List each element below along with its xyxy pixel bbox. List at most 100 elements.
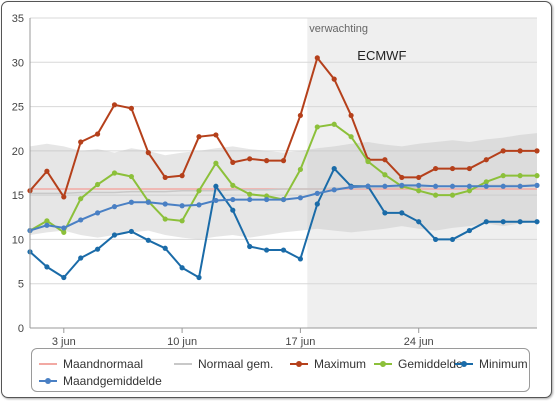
point-maandgemiddelde <box>196 202 202 208</box>
point-minimum <box>517 219 523 225</box>
legend-label-maximum: Maximum <box>314 357 367 371</box>
forecast-label: verwachting <box>309 23 368 35</box>
point-maximum <box>534 148 540 154</box>
point-gemiddelde <box>348 134 354 140</box>
point-maandgemiddelde <box>179 203 185 209</box>
point-gemiddelde <box>517 173 523 179</box>
point-gemiddelde <box>483 179 489 185</box>
point-gemiddelde <box>449 192 456 198</box>
point-gemiddelde <box>247 191 253 197</box>
point-maximum <box>179 173 185 179</box>
point-minimum <box>466 227 472 234</box>
point-maandgemiddelde <box>483 183 489 189</box>
point-gemiddelde <box>331 121 337 127</box>
legend-label-minimum: Minimum <box>479 357 528 371</box>
point-maandgemiddelde <box>128 199 134 205</box>
point-maandgemiddelde <box>517 183 523 189</box>
point-maximum <box>517 148 523 154</box>
point-minimum <box>128 228 134 235</box>
point-maandgemiddelde <box>500 183 506 189</box>
point-gemiddelde <box>230 182 236 188</box>
point-maandgemiddelde <box>534 182 540 188</box>
point-maandgemiddelde <box>162 201 168 207</box>
point-gemiddelde <box>416 188 422 194</box>
point-gemiddelde <box>128 173 134 180</box>
point-maximum <box>61 194 67 200</box>
legend: Maandnormaal Normaal gem. Maximum Gemidd… <box>31 348 530 392</box>
point-minimum <box>500 219 506 225</box>
legend-item-normaal-gem[interactable]: Normaal gem. <box>172 356 273 372</box>
point-maximum <box>466 165 472 172</box>
point-maximum <box>297 112 303 119</box>
point-minimum <box>483 219 489 225</box>
point-gemiddelde <box>61 229 67 235</box>
point-minimum <box>297 256 303 262</box>
legend-label-gemiddelde: Gemiddelde <box>398 357 463 371</box>
y-tick-label: 35 <box>12 13 24 25</box>
legend-item-maandgemiddelde[interactable]: Maandgemiddelde <box>37 373 162 389</box>
legend-symbol-maandgemiddelde <box>39 378 57 384</box>
legend-marker <box>45 378 51 384</box>
normal-range-band <box>30 133 537 240</box>
point-maximum <box>78 139 84 145</box>
point-maandgemiddelde <box>348 184 354 190</box>
point-minimum <box>449 236 456 243</box>
point-minimum <box>382 210 388 216</box>
point-maandgemiddelde <box>280 196 287 203</box>
point-gemiddelde <box>162 216 168 222</box>
point-maximum <box>416 174 422 181</box>
point-minimum <box>331 165 337 172</box>
point-maximum <box>213 132 219 138</box>
point-maximum <box>95 131 101 137</box>
forecast-region <box>307 18 537 328</box>
point-maximum <box>500 148 506 154</box>
point-maandgemiddelde <box>247 196 253 203</box>
point-maximum <box>145 150 151 156</box>
point-minimum <box>95 246 101 252</box>
point-gemiddelde <box>314 124 320 130</box>
point-minimum <box>264 247 270 253</box>
legend-item-minimum[interactable]: Minimum <box>453 356 528 372</box>
point-maximum <box>128 105 134 111</box>
point-minimum <box>280 247 287 253</box>
legend-label-normaal-gem: Normaal gem. <box>198 357 274 371</box>
point-minimum <box>162 245 168 251</box>
point-maandgemiddelde <box>95 210 101 216</box>
point-minimum <box>44 264 50 270</box>
point-maandgemiddelde <box>382 183 388 189</box>
point-maandgemiddelde <box>365 183 371 189</box>
point-maximum <box>433 165 439 172</box>
point-maandgemiddelde <box>44 222 50 228</box>
point-minimum <box>314 201 320 207</box>
legend-symbol-minimum <box>455 361 473 367</box>
point-gemiddelde <box>433 192 439 198</box>
y-tick-label: 5 <box>18 279 24 291</box>
point-maximum <box>44 168 50 174</box>
point-gemiddelde <box>111 170 118 176</box>
point-minimum <box>433 236 439 243</box>
point-minimum <box>145 237 151 243</box>
model-label: ECMWF <box>357 48 406 63</box>
point-maandgemiddelde <box>264 196 270 203</box>
legend-item-maximum[interactable]: Maximum <box>288 356 366 372</box>
point-minimum <box>61 274 67 281</box>
point-maandgemiddelde <box>230 196 236 203</box>
legend-marker <box>461 361 467 367</box>
y-tick-label: 10 <box>12 234 24 246</box>
point-gemiddelde <box>365 158 371 165</box>
point-minimum <box>399 210 405 216</box>
legend-item-gemiddelde[interactable]: Gemiddelde <box>372 356 463 372</box>
point-gemiddelde <box>44 218 50 224</box>
point-gemiddelde <box>534 173 540 179</box>
point-minimum <box>247 243 253 250</box>
point-maximum <box>111 102 118 108</box>
legend-item-maandnormaal[interactable]: Maandnormaal <box>37 356 143 372</box>
point-minimum <box>196 274 202 281</box>
point-gemiddelde <box>196 188 202 194</box>
legend-symbol-maximum <box>290 361 308 367</box>
point-maandgemiddelde <box>433 183 439 189</box>
point-maximum <box>196 134 202 140</box>
point-maandgemiddelde <box>213 197 219 204</box>
legend-marker <box>380 361 386 367</box>
